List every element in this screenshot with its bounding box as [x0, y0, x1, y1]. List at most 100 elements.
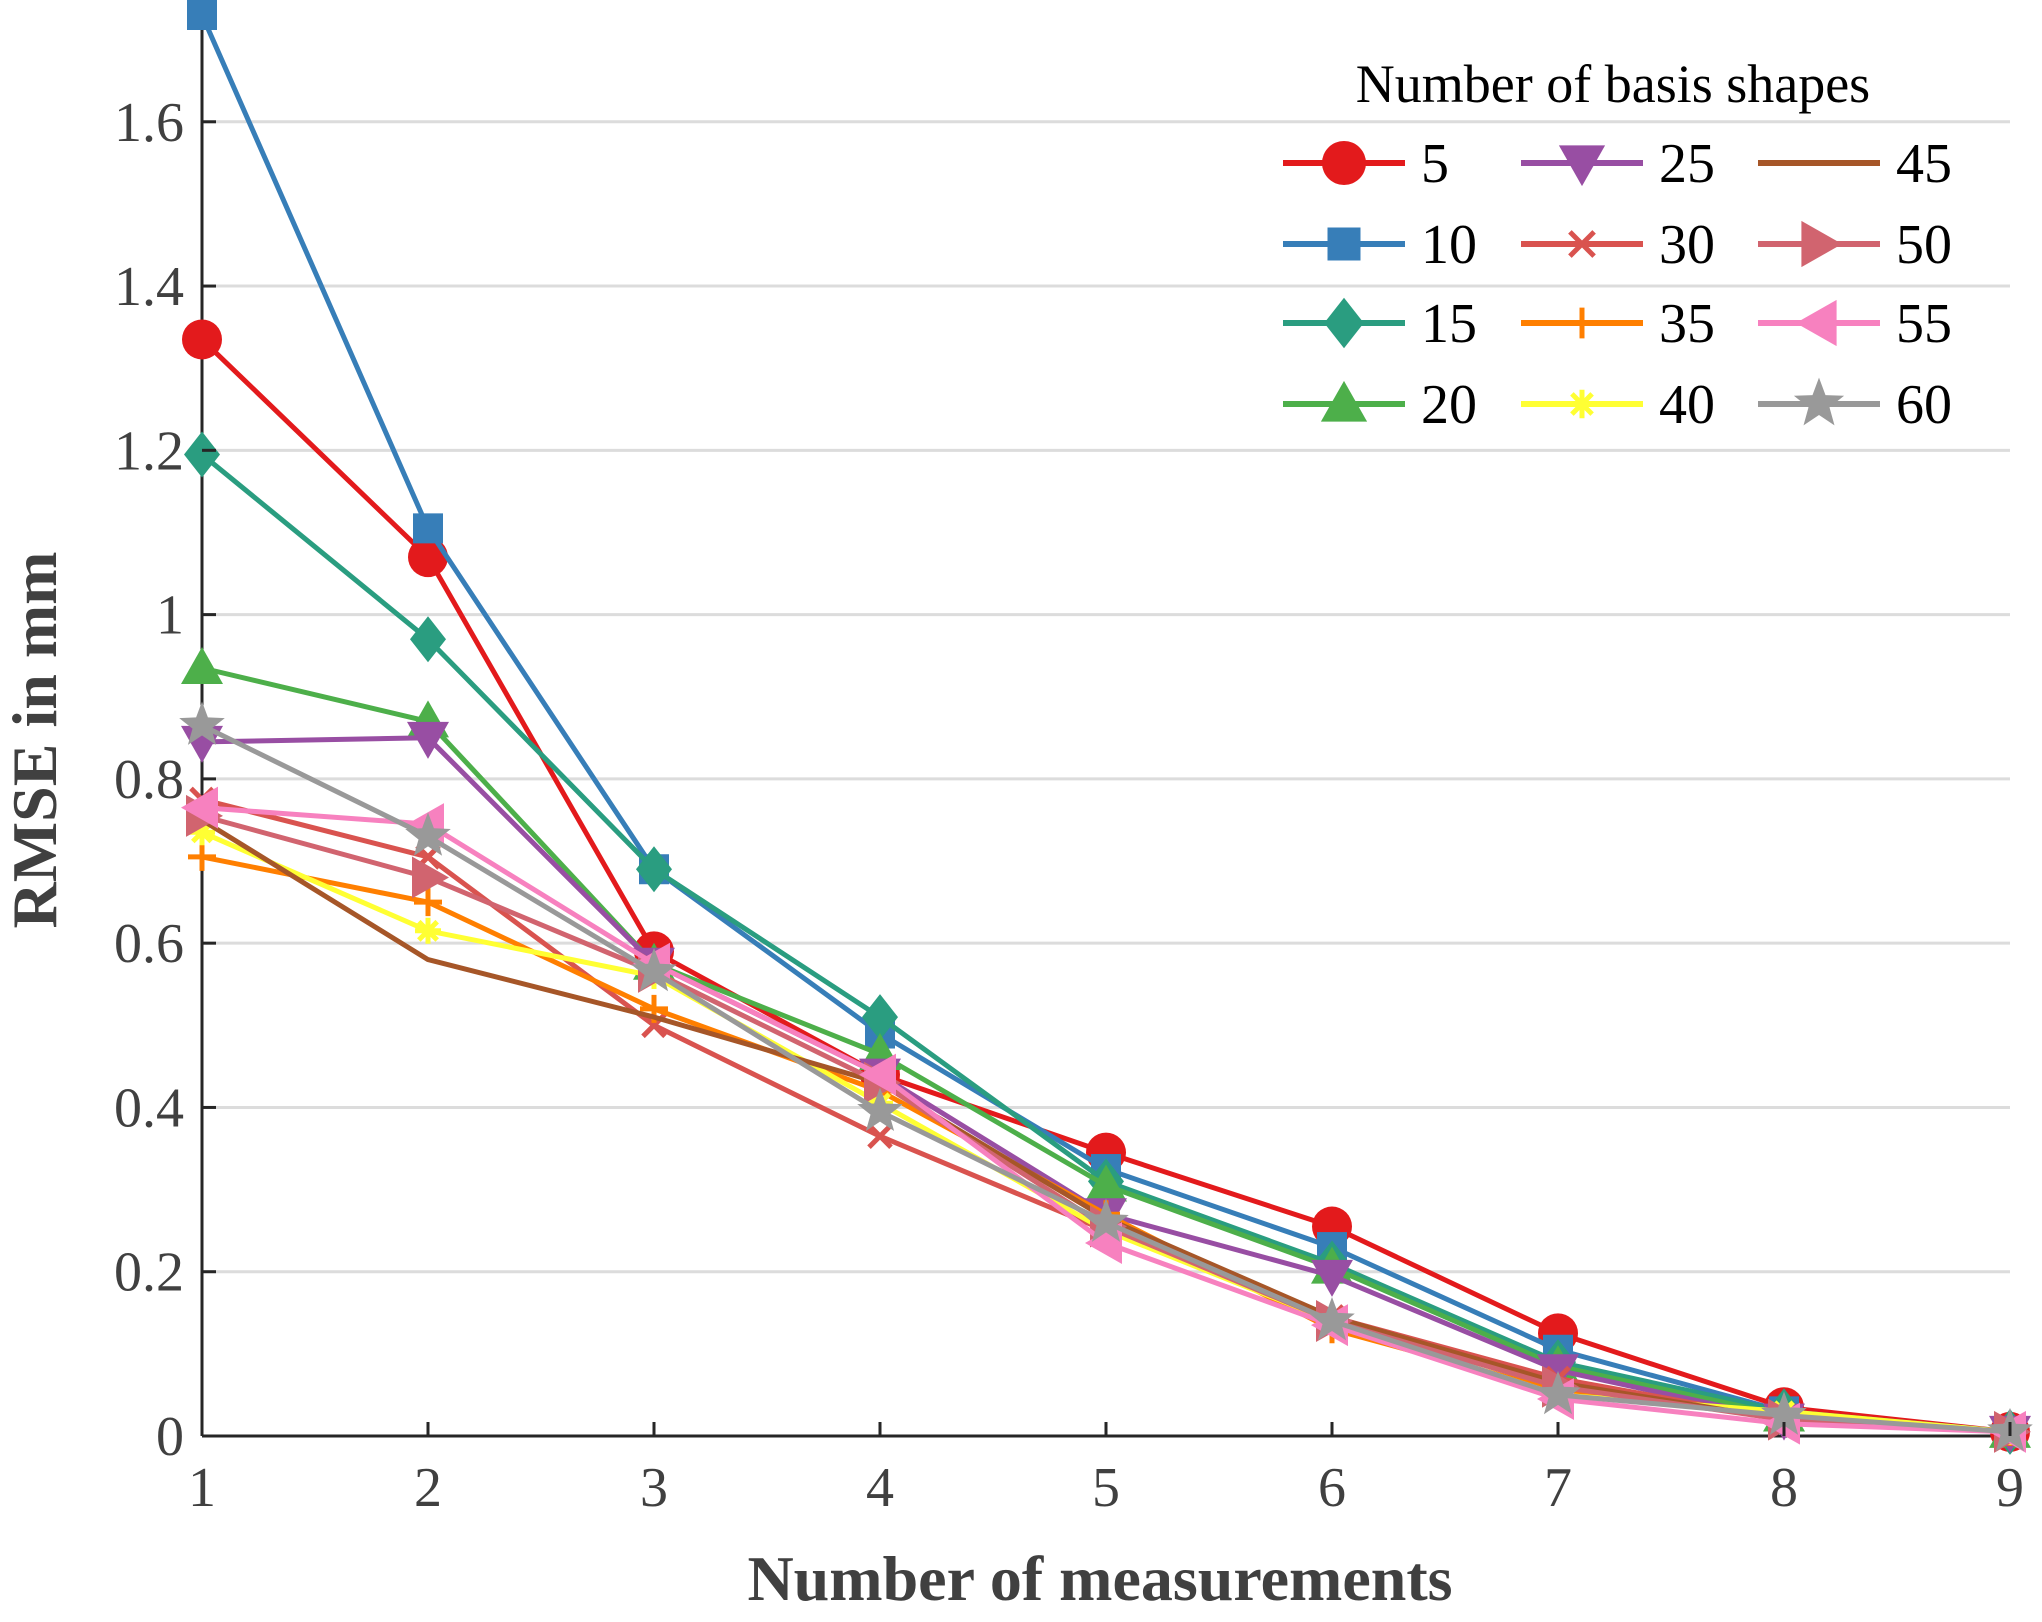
legend-marker-60: [1793, 377, 1845, 426]
series-layer: [179, 0, 2033, 1455]
series-line-5: [200, 337, 2011, 1435]
data-point-25-2: [407, 721, 449, 759]
data-point-15-1: [184, 431, 220, 478]
legend-entry-50: 50: [1758, 214, 1952, 276]
x-tick-label-8: 9: [1996, 1457, 2024, 1519]
x-tick-label-5: 6: [1318, 1457, 1346, 1519]
data-point-60-7: [1535, 1370, 1581, 1415]
data-point-10-1: [187, 0, 217, 30]
series-55: [181, 786, 2026, 1453]
legend-entry-15: 15: [1283, 293, 1477, 355]
legend-label-20: 20: [1421, 374, 1477, 436]
series-45: [200, 817, 2011, 1435]
y-tick-label-4: 0.8: [114, 749, 184, 811]
y-tick-label-1: 0.2: [114, 1242, 184, 1304]
legend-title: Number of basis shapes: [1356, 54, 1870, 114]
data-point-60-8: [1761, 1391, 1807, 1435]
data-point-40-2: [415, 917, 441, 944]
data-point-5-1: [182, 319, 222, 360]
legend-label-50: 50: [1896, 214, 1952, 276]
x-axis-title: Number of measurements: [747, 1543, 1452, 1614]
x-tick-label-2: 3: [640, 1457, 668, 1519]
series-50: [186, 794, 2031, 1453]
y-tick-label-6: 1.2: [114, 420, 184, 482]
x-tick-label-1: 2: [414, 1457, 442, 1519]
x-tick-label-6: 7: [1544, 1457, 1572, 1519]
data-point-40-1: [189, 819, 215, 846]
legend-label-25: 25: [1659, 133, 1715, 195]
series-line-45: [200, 817, 2011, 1435]
data-point-60-4: [857, 1087, 903, 1131]
series-line-60: [200, 723, 2011, 1435]
legend-entry-5: 5: [1283, 133, 1449, 195]
legend-entry-55: 55: [1758, 293, 1952, 355]
data-point-60-3: [631, 947, 677, 992]
legend-entry-25: 25: [1521, 133, 1715, 195]
legend-marker-50: [1801, 220, 1843, 268]
data-point-25-6: [1311, 1259, 1353, 1297]
y-tick-label-5: 1: [156, 585, 184, 647]
tick-layer: 00.20.40.60.811.21.41.61 2 3 4 5 6 7 8 9: [114, 92, 2024, 1519]
legend-label-60: 60: [1896, 374, 1952, 436]
data-point-55-1: [181, 786, 218, 829]
legend-entry-40: 40: [1521, 374, 1715, 436]
data-point-35-1: [188, 842, 216, 871]
series-30: [189, 786, 2023, 1445]
legend-entry-10: 10: [1283, 214, 1477, 276]
legend-label-15: 15: [1421, 293, 1477, 355]
legend-marker-30: [1568, 230, 1596, 258]
series-40: [189, 819, 2023, 1445]
data-point-20-5: [1085, 1164, 1127, 1202]
series-25: [181, 721, 2031, 1453]
series-line-55: [201, 805, 2011, 1435]
legend-label-10: 10: [1421, 214, 1477, 276]
legend-label-30: 30: [1659, 214, 1715, 276]
legend-label-45: 45: [1896, 133, 1952, 195]
legend-entry-60: 60: [1758, 374, 1952, 436]
data-point-60-2: [405, 812, 451, 856]
legend-marker-5: [1322, 141, 1366, 185]
legend-entry-20: 20: [1283, 374, 1477, 436]
data-point-15-3: [636, 846, 672, 893]
data-point-20-1: [181, 647, 223, 685]
series-line-25: [201, 735, 2011, 1435]
legend-marker-20: [1320, 380, 1368, 422]
legend-entry-45: 45: [1758, 133, 1952, 195]
y-tick-label-0: 0: [156, 1406, 184, 1468]
x-tick-label-3: 4: [866, 1457, 894, 1519]
legend-marker-15: [1324, 297, 1364, 349]
series-60: [179, 701, 2033, 1452]
legend-label-40: 40: [1659, 374, 1715, 436]
x-tick-label-4: 5: [1092, 1457, 1120, 1519]
legend-marker-10: [1327, 227, 1361, 261]
legend-marker-55: [1795, 299, 1837, 347]
y-tick-label-2: 0.4: [114, 1077, 184, 1139]
legend-entry-30: 30: [1521, 214, 1715, 276]
data-point-50-2: [412, 856, 449, 899]
data-point-55-4: [859, 1053, 896, 1096]
legend-marker-40: [1567, 389, 1597, 419]
data-point-10-2: [413, 513, 443, 544]
data-point-60-1: [179, 701, 225, 745]
legend-label-35: 35: [1659, 293, 1715, 355]
data-point-60-5: [1083, 1198, 1129, 1242]
series-line-50: [201, 813, 2011, 1435]
x-tick-label-7: 8: [1770, 1457, 1798, 1519]
data-point-60-6: [1309, 1297, 1355, 1341]
data-point-15-4: [862, 994, 898, 1041]
y-axis-title: RMSE in mm: [0, 552, 70, 929]
legend-marker-35: [1566, 307, 1598, 339]
data-point-15-2: [410, 616, 446, 663]
y-tick-label-3: 0.6: [114, 913, 184, 975]
legend-label-55: 55: [1896, 293, 1952, 355]
x-tick-label-0: 1: [188, 1457, 216, 1519]
legend-marker-25: [1558, 145, 1606, 187]
data-point-35-2: [414, 888, 442, 917]
legend-label-5: 5: [1421, 133, 1449, 195]
data-point-30-4: [867, 1123, 893, 1149]
legend: Number of basis shapes 5 10 15 20 25 30 35 40 45…: [1283, 54, 1952, 436]
grid-layer: [202, 120, 2010, 1274]
legend-entry-35: 35: [1521, 293, 1715, 355]
